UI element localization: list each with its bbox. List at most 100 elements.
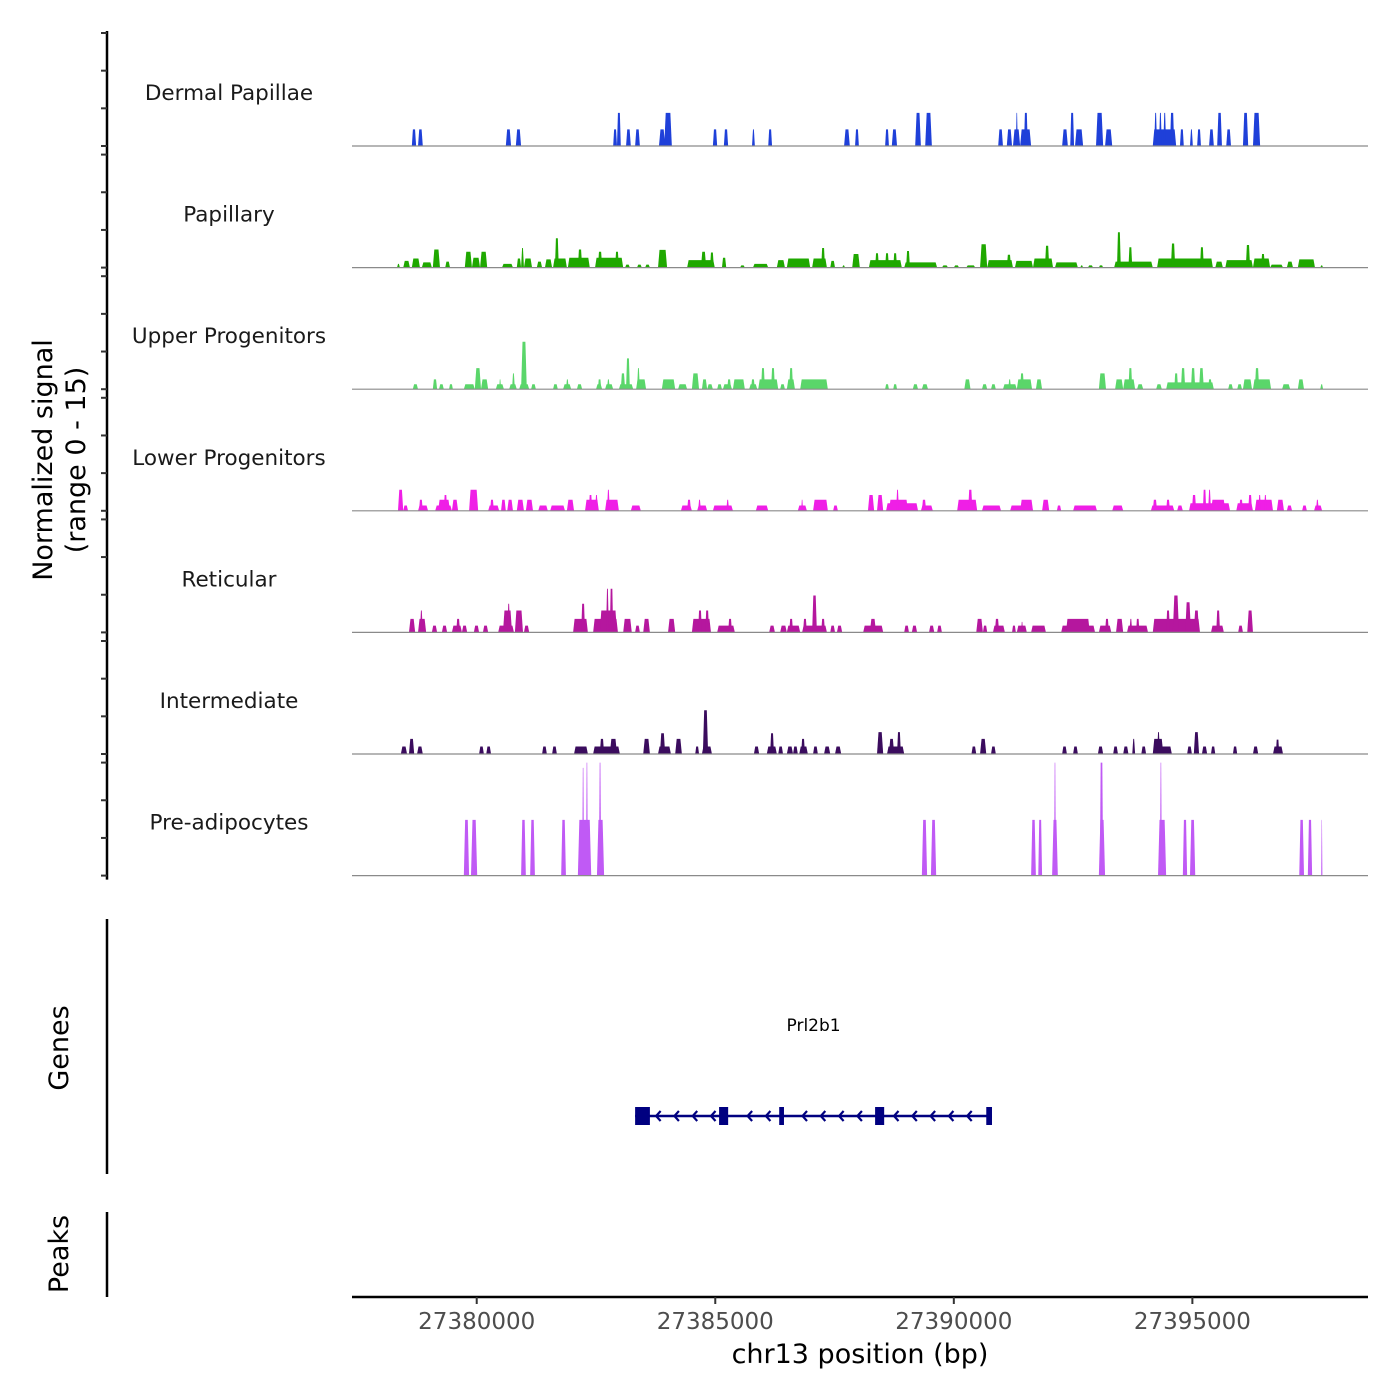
signal-peak [1276,499,1284,511]
strand-arrow-icon [929,1110,936,1122]
signal-peak [833,505,838,511]
signal-peak [812,595,817,633]
strand-arrow-icon [892,1110,900,1122]
gene-exon [779,1107,784,1125]
signal-peak [1189,129,1193,146]
signal-peak [893,253,898,268]
signal-peak [844,129,850,146]
signal-peak [479,746,484,754]
signal-peak [776,260,785,268]
signal-peak [412,384,419,390]
signal-peak [403,260,410,268]
signal-peak [793,746,798,754]
signal-peak [397,489,404,511]
signal-peak [1014,260,1034,268]
signal-peak [481,379,489,390]
track-papillary: Papillary [183,203,1368,269]
signal-peak [397,263,400,268]
signal-peak [786,746,794,754]
signal-peak [1320,384,1324,390]
x-tick-label: 27385000 [657,1309,774,1335]
signal-peak [695,746,700,754]
signal-peak [780,625,787,633]
signal-peak [723,129,729,146]
signal-peak [1137,384,1144,390]
signal-peak [921,499,927,511]
signal-peak [1166,382,1214,390]
track-reticular: Reticular [181,567,1368,634]
signal-peak [915,112,921,146]
signal-peak [698,499,701,511]
signal-peak [471,257,481,268]
peaks-track: Peaks [44,1212,109,1297]
signal-peak [637,368,640,390]
signal-peak [1302,505,1307,511]
signal-peak [1217,112,1222,146]
signal-peak [1031,819,1036,876]
signal-peak [1190,368,1196,390]
signal-peak [768,129,773,146]
signal-peak [1282,384,1291,390]
signal-peak [456,618,461,633]
signal-peak [1056,505,1062,511]
x-tick-label: 27395000 [1134,1309,1251,1335]
signal-peak [501,499,506,511]
signal-peak [752,263,769,268]
signal-peak [581,603,586,633]
signal-peak [1158,819,1167,876]
signal-peak [1177,505,1183,511]
signal-peak [678,384,688,390]
y-axis-title-line-2: (range 0 - 15) [61,367,92,554]
signal-peak [606,379,610,390]
signal-peak [658,129,666,146]
signal-peak [480,251,488,268]
signal-peak [1114,261,1153,268]
signal-peak [1159,762,1162,876]
signal-peak [417,746,423,754]
signal-peak [606,489,610,511]
signal-peak [701,379,708,390]
signal-peak [852,254,860,268]
signal-peak [606,588,609,633]
track-label: Dermal Papillae [145,81,313,106]
signal-peak [1307,819,1313,876]
signal-peak [1189,819,1196,876]
signal-peak [530,819,535,876]
signal-peak [1020,499,1034,511]
signal-peak [668,618,676,633]
signal-peak [1015,112,1018,146]
signal-peak [1075,129,1084,146]
signal-peak [1286,505,1293,511]
signal-peak [1191,494,1197,511]
signal-peak [1033,258,1054,268]
signal-peak [1232,746,1238,754]
signal-peak [1006,129,1013,146]
signal-peak [523,258,533,268]
track-intermediate: Intermediate [160,689,1368,755]
signal-peak [1042,499,1050,511]
signal-peak [523,625,530,633]
signal-peak [1252,112,1261,146]
track-pre-adipocytes: Pre-adipocytes [150,762,1368,877]
signal-peak [474,368,482,390]
strand-arrow-icon [764,1110,772,1122]
signal-peak [1297,379,1305,390]
signal-peak [801,738,805,754]
signal-peak [761,368,765,390]
signal-peak [1179,129,1184,146]
gene-name-label: Prl2b1 [787,1016,841,1036]
signal-peak [566,499,575,511]
signal-peak [577,819,592,876]
signal-peak [615,251,619,268]
signal-peak [625,264,630,268]
signal-peak [1123,746,1129,754]
signal-peak [525,499,534,511]
signal-peak [645,264,650,268]
signal-peak [968,489,973,511]
track-label: Intermediate [160,689,299,714]
signal-peak [1238,625,1243,633]
signal-peak [597,379,602,390]
signal-peak [867,494,875,511]
signal-peak [421,262,432,268]
signal-peak [418,129,423,146]
